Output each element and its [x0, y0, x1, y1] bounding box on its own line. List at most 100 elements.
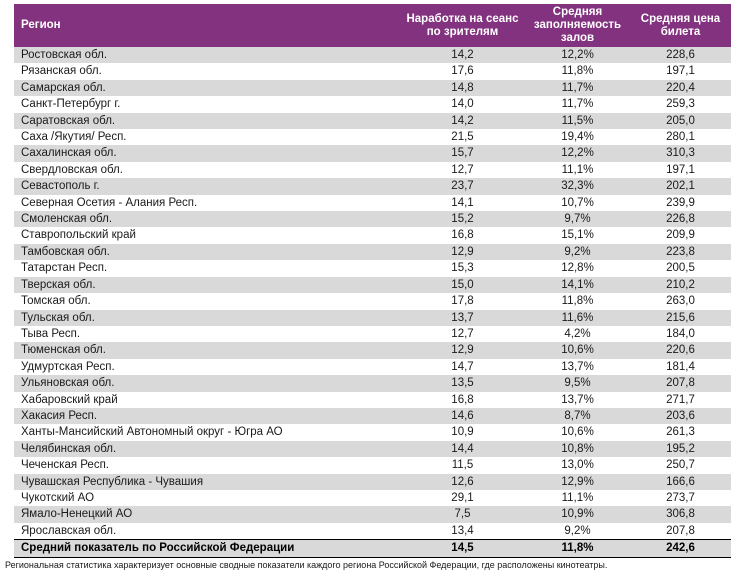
region-cell: Ульяновская обл.: [21, 377, 115, 390]
table-row: Татарстан Респ. 15,3 12,8% 200,5: [14, 260, 731, 277]
viewers-cell: 15,3: [451, 262, 474, 275]
table-row: Ульяновская обл. 13,5 9,5% 207,8: [14, 375, 731, 392]
table-row: Сахалинская обл. 15,7 12,2% 310,3: [14, 145, 731, 162]
price-cell: 259,3: [666, 98, 695, 111]
viewers-cell: 14,2: [451, 49, 474, 61]
viewers-cell: 16,8: [451, 229, 474, 242]
occupancy-cell: 10,8%: [561, 442, 594, 455]
region-cell: Смоленская обл.: [21, 213, 113, 226]
price-cell: 210,2: [666, 278, 695, 291]
table-header: Регион Наработка на сеанс по зрителям Ср…: [14, 4, 731, 47]
column-header-occupancy: Средняя заполняемость залов: [525, 4, 630, 47]
price-cell: 195,2: [666, 442, 695, 455]
viewers-cell: 12,9: [451, 344, 474, 357]
table-row: Челябинская обл. 14,4 10,8% 195,2: [14, 440, 731, 458]
region-cell: Чукотский АО: [21, 491, 95, 504]
table-row: Рязанская обл. 17,6 11,8% 197,1: [14, 63, 731, 80]
price-cell: 261,3: [666, 426, 695, 439]
occupancy-cell: 32,3%: [561, 180, 594, 193]
region-cell: Саха /Якутия/ Респ.: [21, 131, 127, 144]
table-row: Удмуртская Респ. 14,7 13,7% 181,4: [14, 358, 731, 376]
region-cell: Чеченская Респ.: [21, 459, 110, 472]
viewers-cell: 15,7: [451, 147, 474, 160]
occupancy-cell: 13,7%: [561, 393, 594, 406]
region-cell: Свердловская обл.: [21, 163, 123, 176]
occupancy-cell: 4,2%: [564, 327, 591, 340]
price-cell: 310,3: [666, 147, 695, 160]
table-row: Севастополь г. 23,7 32,3% 202,1: [14, 178, 731, 195]
summary-label: Средний показатель по Российской Федерац…: [14, 539, 400, 559]
table-row: Тамбовская обл. 12,9 9,2% 223,8: [14, 243, 731, 261]
summary-row: Средний показатель по Российской Федерац…: [14, 539, 731, 559]
price-cell: 226,8: [666, 213, 695, 226]
price-cell: 306,8: [666, 508, 695, 521]
table-row: Тыва Респ. 12,7 4,2% 184,0: [14, 325, 731, 343]
price-cell: 280,1: [666, 131, 695, 144]
regional-stats-table: Регион Наработка на сеанс по зрителям Ср…: [14, 4, 731, 559]
price-cell: 207,8: [666, 524, 695, 537]
occupancy-cell: 11,1%: [561, 163, 594, 176]
region-cell: Санкт-Петербург г.: [21, 98, 121, 111]
viewers-cell: 10,9: [451, 426, 474, 439]
footnote-text: Региональная статистика характеризует ос…: [5, 560, 608, 570]
viewers-cell: 14,4: [451, 442, 474, 455]
price-cell: 197,1: [666, 65, 695, 78]
occupancy-cell: 13,7%: [561, 360, 594, 373]
region-cell: Хабаровский край: [21, 393, 118, 406]
region-cell: Ярославская обл.: [21, 524, 117, 537]
occupancy-cell: 11,1%: [561, 491, 594, 504]
occupancy-cell: 10,7%: [561, 196, 594, 209]
occupancy-cell: 8,7%: [564, 409, 591, 422]
price-cell: 273,7: [666, 491, 695, 504]
table-row: Свердловская обл. 12,7 11,1% 197,1: [14, 161, 731, 179]
column-header-viewers-per-session: Наработка на сеанс по зрителям: [400, 4, 525, 47]
viewers-cell: 13,7: [451, 311, 474, 324]
occupancy-cell: 9,2%: [564, 524, 591, 537]
region-cell: Тамбовская обл.: [21, 245, 110, 258]
price-cell: 209,9: [666, 229, 695, 242]
occupancy-cell: 15,1%: [561, 229, 594, 242]
table-row: Ханты-Мансийский Автономный округ - Югра…: [14, 424, 731, 441]
column-header-region: Регион: [14, 4, 400, 47]
table-row: Томская обл. 17,8 11,8% 263,0: [14, 293, 731, 310]
occupancy-cell: 11,6%: [561, 311, 594, 324]
viewers-cell: 17,6: [451, 65, 474, 78]
viewers-cell: 17,8: [451, 295, 474, 308]
price-cell: 239,9: [666, 196, 695, 209]
table-row: Чеченская Респ. 11,5 13,0% 250,7: [14, 457, 731, 474]
region-cell: Саратовская обл.: [21, 114, 116, 127]
viewers-cell: 29,1: [451, 491, 474, 504]
table-row: Саха /Якутия/ Респ. 21,5 19,4% 280,1: [14, 129, 731, 146]
occupancy-cell: 10,6%: [561, 344, 594, 357]
region-cell: Тульская обл.: [21, 311, 95, 324]
occupancy-cell: 13,0%: [561, 459, 594, 472]
region-cell: Томская обл.: [21, 295, 91, 308]
viewers-cell: 14,1: [451, 196, 474, 209]
table-row: Ставропольский край 16,8 15,1% 209,9: [14, 227, 731, 244]
occupancy-cell: 12,2%: [561, 49, 594, 61]
viewers-cell: 7,5: [454, 508, 471, 521]
region-cell: Северная Осетия - Алания Респ.: [21, 196, 198, 209]
table-body: Ростовская обл. 14,2 12,2% 228,6 Рязанская о…: [14, 47, 731, 540]
table-row: Тульская обл. 13,7 11,6% 215,6: [14, 309, 731, 326]
table-row: Хакасия Респ. 14,6 8,7% 203,6: [14, 407, 731, 425]
price-cell: 228,6: [666, 49, 695, 61]
price-cell: 181,4: [666, 360, 695, 373]
price-cell: 207,8: [666, 377, 695, 390]
price-cell: 250,7: [666, 459, 695, 472]
region-cell: Ханты-Мансийский Автономный округ - Югра…: [21, 426, 283, 439]
occupancy-cell: 9,5%: [564, 377, 591, 390]
table-row: Ямало-Ненецкий АО 7,5 10,9% 306,8: [14, 506, 731, 523]
viewers-cell: 14,2: [451, 114, 474, 127]
occupancy-cell: 9,7%: [564, 213, 591, 226]
occupancy-cell: 11,5%: [561, 114, 594, 127]
price-cell: 202,1: [666, 180, 695, 193]
price-cell: 220,4: [666, 81, 695, 94]
region-cell: Удмуртская Респ.: [21, 360, 115, 373]
region-cell: Ямало-Ненецкий АО: [21, 508, 133, 521]
price-cell: 166,6: [666, 475, 695, 488]
viewers-cell: 13,4: [451, 524, 474, 537]
viewers-cell: 12,7: [451, 327, 474, 340]
viewers-cell: 23,7: [451, 180, 474, 193]
